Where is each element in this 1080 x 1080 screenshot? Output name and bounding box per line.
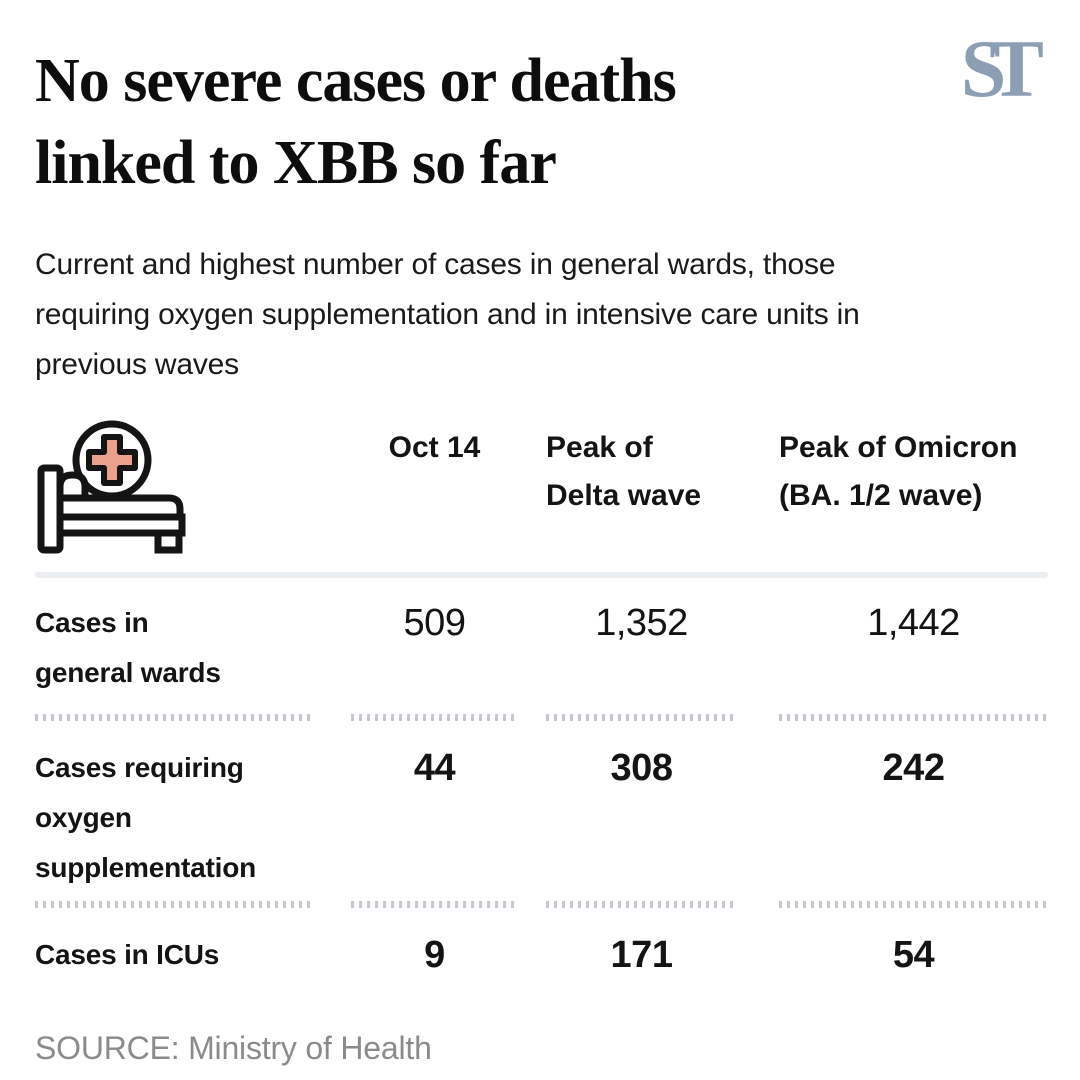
- icon-cell: [35, 418, 351, 558]
- logo-letter-s: S: [960, 23, 1007, 114]
- value-omicron-peak: 242: [882, 747, 945, 789]
- cell: 509: [351, 598, 546, 698]
- dotted-divider: [35, 714, 1048, 721]
- title-line-1: No severe cases or deaths: [35, 47, 677, 115]
- header-bar: No severe cases or deaths linked to XBB …: [35, 28, 1048, 204]
- table-row-oxygen: Cases requiring oxygen supplementation 4…: [35, 721, 1048, 901]
- cell: 54: [779, 930, 1048, 980]
- column-header-omicron: Peak of Omicron (BA. 1/2 wave): [779, 418, 1048, 520]
- row-label-line: Cases in: [35, 607, 149, 638]
- value-delta-peak: 308: [610, 747, 673, 789]
- value-oct14: 9: [424, 934, 445, 976]
- subtitle-line-3: previous waves: [35, 348, 239, 381]
- column-header-oct14: Oct 14: [351, 418, 546, 472]
- table-header-row: Oct 14 Peak of Delta wave Peak of Omicro…: [35, 418, 1048, 558]
- page-title: No severe cases or deaths linked to XBB …: [35, 40, 677, 204]
- column-header-label: Oct 14: [388, 431, 481, 464]
- column-header-label: Peak of: [546, 431, 653, 464]
- cell: 1,442: [779, 598, 1048, 698]
- dotted-segment: [35, 714, 313, 721]
- cell: 242: [779, 743, 1048, 893]
- cell: 44: [351, 743, 546, 893]
- column-header-delta: Peak of Delta wave: [546, 418, 779, 520]
- cell: [351, 901, 546, 908]
- logo-letter-t: T: [989, 23, 1044, 114]
- column-header-label: (BA. 1/2 wave): [779, 479, 983, 512]
- cell: 9: [351, 930, 546, 980]
- title-line-2: linked to XBB so far: [35, 129, 557, 197]
- dotted-segment: [546, 714, 737, 721]
- cell: [779, 901, 1048, 908]
- subtitle-line-2: requiring oxygen supplementation and in …: [35, 298, 860, 331]
- source-credit: SOURCE: Ministry of Health: [35, 1030, 432, 1066]
- value-omicron-peak: 1,442: [867, 602, 960, 644]
- column-header-label: Delta wave: [546, 479, 702, 512]
- dotted-segment: [779, 901, 1048, 908]
- row-label: Cases in ICUs: [35, 930, 351, 980]
- subtitle-line-1: Current and highest number of cases in g…: [35, 248, 836, 281]
- cell: [35, 714, 351, 721]
- row-label-line: Cases in ICUs: [35, 939, 220, 970]
- column-header-label: Peak of Omicron: [779, 431, 1018, 464]
- dotted-divider: [35, 901, 1048, 908]
- header-divider: [35, 572, 1048, 578]
- value-delta-peak: 1,352: [595, 602, 688, 644]
- table-row-general-wards: Cases in general wards 509 1,352 1,442: [35, 578, 1048, 714]
- cell: 1,352: [546, 598, 779, 698]
- hospital-bed-icon: [37, 420, 186, 554]
- row-label-line: Cases requiring: [35, 752, 244, 783]
- cell: [351, 714, 546, 721]
- row-label: Cases in general wards: [35, 598, 351, 698]
- dotted-segment: [351, 714, 518, 721]
- cell: [546, 901, 779, 908]
- row-label-line: general wards: [35, 657, 221, 688]
- dotted-segment: [546, 901, 737, 908]
- cell: 308: [546, 743, 779, 893]
- table-row-icus: Cases in ICUs 9 171 54: [35, 908, 1048, 1006]
- value-oct14: 509: [403, 602, 466, 644]
- cell: [546, 714, 779, 721]
- cell: [779, 714, 1048, 721]
- row-label-line: supplementation: [35, 852, 257, 883]
- subtitle: Current and highest number of cases in g…: [35, 240, 1048, 390]
- row-label-line: oxygen: [35, 802, 132, 833]
- dotted-segment: [35, 901, 313, 908]
- row-label: Cases requiring oxygen supplementation: [35, 743, 351, 893]
- value-delta-peak: 171: [610, 934, 673, 976]
- dotted-segment: [351, 901, 518, 908]
- straits-times-logo: ST: [961, 28, 1048, 110]
- value-omicron-peak: 54: [892, 934, 935, 976]
- dotted-segment: [779, 714, 1048, 721]
- cell: 171: [546, 930, 779, 980]
- value-oct14: 44: [413, 747, 456, 789]
- cases-table: Oct 14 Peak of Delta wave Peak of Omicro…: [35, 418, 1048, 1006]
- cell: [35, 901, 351, 908]
